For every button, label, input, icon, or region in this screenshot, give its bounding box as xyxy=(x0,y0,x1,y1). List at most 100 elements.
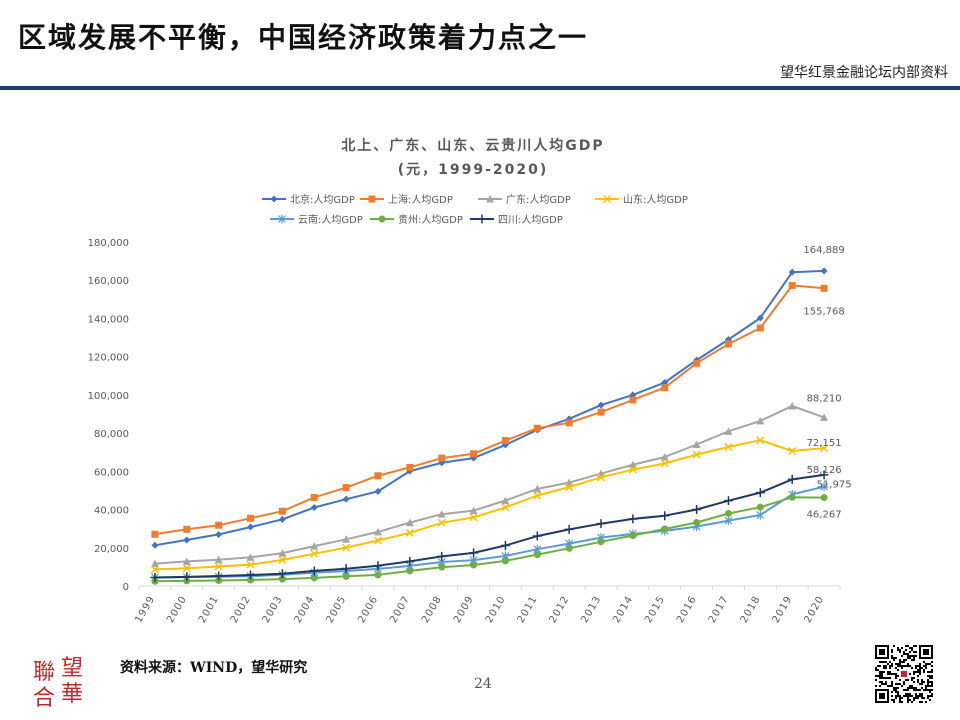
x-tick-label: 2008 xyxy=(420,594,444,625)
data-point-marker xyxy=(437,510,446,518)
data-point-marker xyxy=(788,493,796,501)
data-point-marker xyxy=(723,496,733,506)
x-tick-label: 1999 xyxy=(133,594,157,625)
legend-label: 云南:人均GDP xyxy=(298,213,363,226)
y-tick-label: 0 xyxy=(123,582,129,593)
data-point-marker xyxy=(310,493,318,501)
data-point-marker xyxy=(278,214,286,224)
chart-legend: 北京:人均GDP 上海:人均GDP 广东:人均GDP 山东:人均GDP 云南:人均GDP… xyxy=(262,193,688,226)
data-label: 164,889 xyxy=(803,245,844,256)
x-tick-label: 2009 xyxy=(452,594,476,625)
chart-area: 北上、广东、山东、云贵川人均GDP (元，1999-2020) 北京:人均GDP… xyxy=(0,128,960,638)
qr-code-icon xyxy=(875,645,933,703)
x-tick-label: 2019 xyxy=(771,594,795,625)
data-point-marker xyxy=(820,413,829,421)
y-tick-label: 140,000 xyxy=(88,314,129,325)
data-point-marker xyxy=(182,564,191,573)
data-point-marker xyxy=(182,557,191,565)
legend-label: 四川:人均GDP xyxy=(498,214,563,226)
series-7 xyxy=(150,470,829,582)
series-line xyxy=(154,284,825,536)
data-point-marker xyxy=(756,510,765,520)
data-point-marker xyxy=(182,572,192,582)
y-tick-label: 40,000 xyxy=(94,506,129,517)
legend-label: 贵州:人均GDP xyxy=(398,213,463,226)
data-point-marker xyxy=(406,463,414,471)
y-tick-label: 100,000 xyxy=(88,391,129,402)
data-point-marker xyxy=(469,506,478,515)
x-tick-label: 2010 xyxy=(484,594,508,625)
series-4 xyxy=(150,436,829,574)
page-number: 24 xyxy=(474,676,492,692)
data-point-marker xyxy=(756,324,764,332)
data-point-marker xyxy=(438,563,446,571)
x-tick-label: 2006 xyxy=(356,594,380,625)
x-tick-label: 2001 xyxy=(197,594,221,625)
chart-title: 北上、广东、山东、云贵川人均GDP xyxy=(341,137,604,154)
data-point-marker xyxy=(628,465,637,474)
data-point-marker xyxy=(564,524,574,534)
data-label: 72,151 xyxy=(807,438,842,449)
data-point-marker xyxy=(278,549,287,557)
data-label: 46,267 xyxy=(807,510,842,521)
data-point-marker xyxy=(660,459,669,468)
data-point-marker xyxy=(565,483,574,492)
data-point-marker xyxy=(501,437,509,445)
legend-item: 山东:人均GDP xyxy=(595,193,688,206)
data-point-marker xyxy=(247,576,255,584)
series-line xyxy=(154,439,825,571)
data-point-marker xyxy=(150,565,159,574)
data-point-marker xyxy=(150,572,160,582)
data-point-marker xyxy=(501,557,509,565)
data-point-marker xyxy=(405,556,415,566)
data-point-marker xyxy=(628,514,638,524)
data-point-marker xyxy=(246,570,256,580)
data-point-marker xyxy=(342,535,351,543)
data-point-marker xyxy=(246,560,255,569)
data-point-marker xyxy=(596,473,606,482)
y-tick-label: 80,000 xyxy=(94,429,129,440)
data-point-marker xyxy=(246,553,255,561)
data-point-marker xyxy=(342,484,350,492)
data-point-marker xyxy=(787,474,797,484)
legend-item: 四川:人均GDP xyxy=(470,214,563,226)
data-label: 51,975 xyxy=(817,480,852,491)
data-point-marker xyxy=(756,314,764,322)
data-point-marker xyxy=(565,419,573,427)
data-point-marker xyxy=(820,284,828,292)
x-tick-label: 2018 xyxy=(739,594,763,625)
data-point-marker xyxy=(486,195,494,203)
legend-label: 广东:人均GDP xyxy=(506,193,571,206)
legend-label: 北京:人均GDP xyxy=(290,193,355,206)
data-point-marker xyxy=(278,515,286,523)
data-point-marker xyxy=(724,516,733,526)
data-point-marker xyxy=(373,561,383,571)
data-point-marker xyxy=(374,487,382,495)
y-tick-label: 120,000 xyxy=(88,353,129,364)
series-line xyxy=(154,405,825,565)
data-point-marker xyxy=(661,525,669,533)
data-point-marker xyxy=(214,562,223,571)
logo-char-4: 華 xyxy=(61,682,83,707)
x-tick-label: 2013 xyxy=(579,594,603,625)
page-title: 区域发展不平衡，中国经济政策着力点之一 xyxy=(18,21,589,54)
x-tick-label: 2016 xyxy=(675,594,699,625)
data-point-marker xyxy=(373,536,383,545)
logo-char-1: 聯 xyxy=(33,660,55,685)
header-divider xyxy=(0,86,960,90)
x-tick-label: 2015 xyxy=(643,594,667,625)
chart-subtitle: (元，1999-2020) xyxy=(398,162,549,178)
data-point-marker xyxy=(629,531,637,539)
data-label: 58,126 xyxy=(807,465,842,476)
data-point-marker xyxy=(756,416,765,425)
data-point-marker xyxy=(724,442,733,451)
x-tick-label: 2012 xyxy=(548,594,572,625)
data-point-marker xyxy=(724,427,733,435)
data-point-marker xyxy=(469,548,479,558)
data-point-marker xyxy=(406,567,414,575)
data-point-marker xyxy=(477,214,487,224)
x-tick-label: 2017 xyxy=(707,594,731,625)
series-line xyxy=(154,496,825,583)
data-point-marker xyxy=(724,509,732,517)
data-point-marker xyxy=(215,521,223,529)
